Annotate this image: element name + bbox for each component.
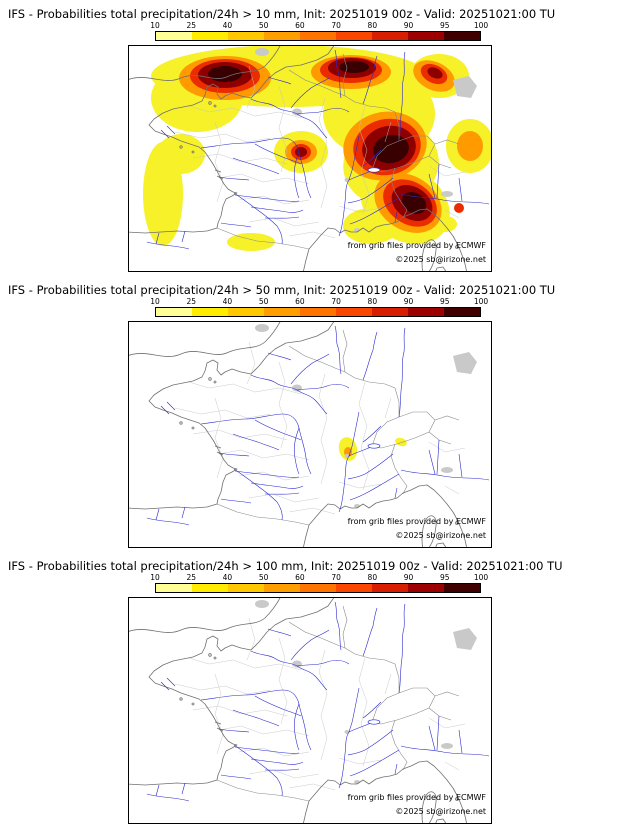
colorbar-segment xyxy=(228,308,264,316)
colorbar-segment xyxy=(192,584,228,592)
colorbar-tick: 90 xyxy=(403,21,414,30)
panel-title: IFS - Probabilities total precipitation/… xyxy=(8,559,563,573)
colorbar-segment xyxy=(228,584,264,592)
colorbar-segment xyxy=(408,32,444,40)
colorbar-tick: 70 xyxy=(331,573,341,582)
colorbar-segment xyxy=(192,32,228,40)
colorbar-ticks: 10 25 40 50 60 70 80 90 95 100 xyxy=(150,21,488,31)
colorbar-tick: 50 xyxy=(258,21,269,30)
colorbar-ticks: 10 25 40 50 60 70 80 90 95 100 xyxy=(150,573,488,583)
colorbar-segment xyxy=(444,584,480,592)
attribution-line-1: from grib files provided by ECMWF xyxy=(347,241,486,250)
colorbar-bar xyxy=(155,31,481,41)
panel-50mm: IFS - Probabilities total precipitation/… xyxy=(0,276,630,552)
colorbar-segment xyxy=(408,308,444,316)
map-panel-10mm: from grib files provided by ECMWF ©2025 … xyxy=(128,45,492,272)
panel-10mm: IFS - Probabilities total precipitation/… xyxy=(0,0,630,276)
attribution-line-2: ©2025 sb@irizone.net xyxy=(395,255,486,264)
colorbar-segment xyxy=(336,32,372,40)
colorbar-bar xyxy=(155,307,481,317)
colorbar-segment xyxy=(264,308,300,316)
colorbar-segment xyxy=(444,308,480,316)
colorbar: 10 25 40 50 60 70 80 90 95 100 xyxy=(150,573,488,593)
colorbar-tick: 10 xyxy=(150,573,160,582)
colorbar-tick: 70 xyxy=(331,21,341,30)
colorbar-ticks: 10 25 40 50 60 70 80 90 95 100 xyxy=(150,297,488,307)
colorbar-segment xyxy=(156,584,192,592)
colorbar-segment xyxy=(336,308,372,316)
panel-title: IFS - Probabilities total precipitation/… xyxy=(8,7,556,21)
panel-title: IFS - Probabilities total precipitation/… xyxy=(8,283,556,297)
colorbar-tick: 40 xyxy=(222,297,233,306)
map-svg-10mm xyxy=(129,46,491,271)
colorbar-tick: 90 xyxy=(403,573,414,582)
colorbar-segment xyxy=(192,308,228,316)
colorbar-tick: 10 xyxy=(150,297,160,306)
colorbar-tick: 80 xyxy=(367,297,378,306)
map-svg-50mm xyxy=(129,322,490,547)
colorbar-tick: 40 xyxy=(222,573,233,582)
colorbar-segment xyxy=(300,32,336,40)
colorbar-segment xyxy=(372,584,408,592)
map-panel-100mm: from grib files provided by ECMWF ©2025 … xyxy=(128,597,492,824)
colorbar-tick: 80 xyxy=(367,573,378,582)
colorbar-tick: 80 xyxy=(367,21,378,30)
attribution-line-1: from grib files provided by ECMWF xyxy=(347,793,486,802)
colorbar-tick: 95 xyxy=(439,297,450,306)
colorbar-segment xyxy=(372,308,408,316)
panel-100mm: IFS - Probabilities total precipitation/… xyxy=(0,552,630,828)
colorbar-tick: 60 xyxy=(295,297,305,306)
colorbar-tick: 95 xyxy=(439,573,450,582)
precip-overlay-10mm xyxy=(143,46,491,251)
colorbar-tick: 25 xyxy=(186,573,196,582)
colorbar-segment xyxy=(444,32,480,40)
attribution-line-2: ©2025 sb@irizone.net xyxy=(395,531,486,540)
colorbar-segment xyxy=(336,584,372,592)
colorbar-tick: 100 xyxy=(473,21,489,30)
colorbar-bar xyxy=(155,583,481,593)
colorbar-tick: 60 xyxy=(295,21,305,30)
colorbar-segment xyxy=(408,584,444,592)
colorbar-segment xyxy=(264,584,300,592)
colorbar-segment xyxy=(300,584,336,592)
colorbar-tick: 50 xyxy=(258,297,269,306)
colorbar-tick: 25 xyxy=(186,21,196,30)
colorbar-tick: 100 xyxy=(473,573,489,582)
colorbar-tick: 10 xyxy=(150,21,160,30)
precip-overlay-50mm xyxy=(338,437,407,461)
colorbar-segment xyxy=(228,32,264,40)
colorbar: 10 25 40 50 60 70 80 90 95 100 xyxy=(150,297,488,317)
colorbar-tick: 60 xyxy=(295,573,305,582)
colorbar-tick: 95 xyxy=(439,21,450,30)
colorbar-segment xyxy=(372,32,408,40)
map-svg-100mm xyxy=(129,598,490,823)
colorbar-tick: 100 xyxy=(473,297,489,306)
attribution-line-1: from grib files provided by ECMWF xyxy=(347,517,486,526)
colorbar-tick: 25 xyxy=(186,297,196,306)
colorbar-tick: 50 xyxy=(258,573,269,582)
colorbar-segment xyxy=(300,308,336,316)
colorbar-tick: 70 xyxy=(331,297,341,306)
map-panel-50mm: from grib files provided by ECMWF ©2025 … xyxy=(128,321,492,548)
colorbar-segment xyxy=(264,32,300,40)
colorbar-tick: 90 xyxy=(403,297,414,306)
colorbar: 10 25 40 50 60 70 80 90 95 100 xyxy=(150,21,488,41)
colorbar-segment xyxy=(156,32,192,40)
colorbar-segment xyxy=(156,308,192,316)
attribution-line-2: ©2025 sb@irizone.net xyxy=(395,807,486,816)
colorbar-tick: 40 xyxy=(222,21,233,30)
